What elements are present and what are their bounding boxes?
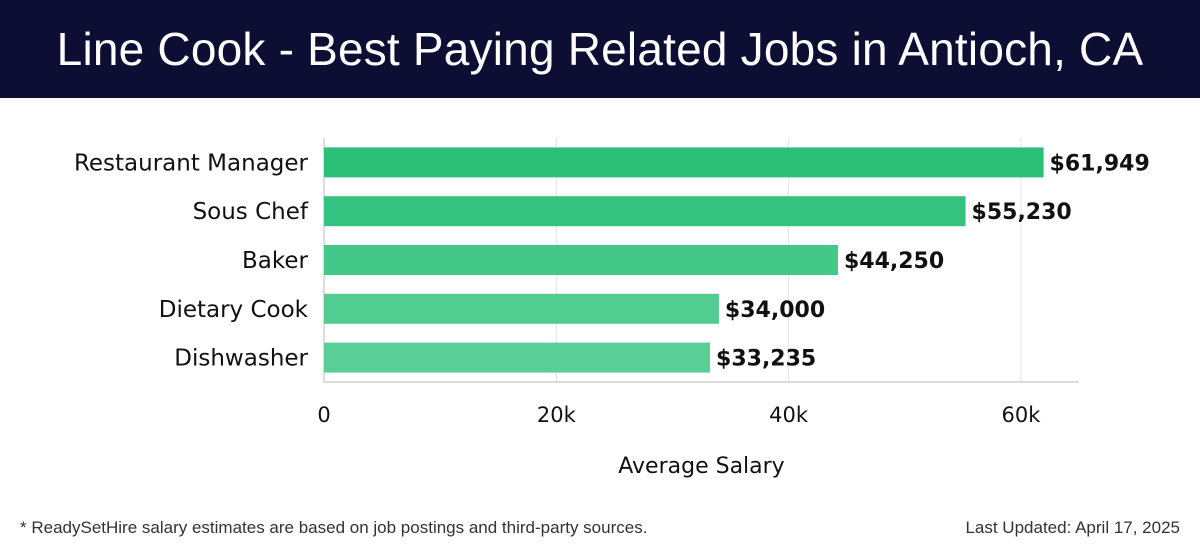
x-tick-label-3: 60k [1001,403,1041,427]
category-label-3: Dietary Cook [159,297,309,323]
bar-1 [324,196,966,227]
value-label-0: $61,949 [1050,151,1150,176]
footnote: * ReadySetHire salary estimates are base… [20,518,648,537]
salary-bar-chart: Restaurant Manager $61,949 Sous Chef $55,23… [74,138,1150,479]
value-label-1: $55,230 [972,200,1072,225]
bar-2 [324,245,838,275]
x-axis-title: Average Salary [618,454,784,479]
chart-title: Line Cook - Best Paying Related Jobs in … [56,23,1144,75]
value-label-4: $33,235 [716,347,816,372]
category-label-4: Dishwasher [174,346,308,372]
category-label-1: Sous Chef [193,199,309,225]
value-label-3: $34,000 [725,298,825,323]
value-label-2: $44,250 [844,249,944,274]
category-label-2: Baker [242,248,309,274]
header-banner: Line Cook - Best Paying Related Jobs in … [0,0,1200,98]
bar-3 [324,293,719,324]
x-tick-label-0: 0 [317,403,330,427]
x-tick-label-1: 20k [537,403,577,427]
category-label-0: Restaurant Manager [74,150,309,176]
bar-4 [324,342,711,373]
last-updated: Last Updated: April 17, 2025 [965,518,1180,537]
x-tick-label-2: 40k [769,403,809,427]
bar-0 [324,147,1044,178]
